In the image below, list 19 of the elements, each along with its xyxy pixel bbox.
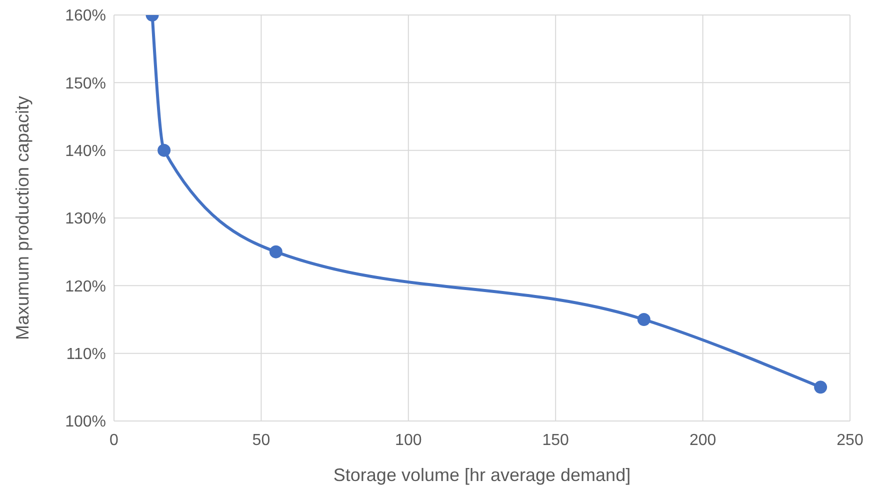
point — [158, 144, 171, 157]
y-tick-label: 150% — [65, 75, 106, 92]
x-tick-label: 100 — [395, 432, 422, 449]
y-tick-label: 120% — [65, 278, 106, 296]
y-tick-label: 110% — [66, 346, 106, 364]
point — [637, 313, 650, 326]
y-axis-title: Maxumum production capacity — [12, 96, 32, 340]
x-tick-label: 250 — [836, 432, 864, 449]
y-tick-label: 130% — [65, 210, 106, 228]
point — [814, 380, 828, 394]
y-tick-label: 100% — [65, 414, 106, 431]
y-tick-label: 140% — [65, 143, 106, 160]
x-axis-title: Storage volume [hr average demand] — [333, 465, 631, 485]
x-tick-label: 50 — [252, 432, 270, 449]
x-tick-label: 200 — [689, 432, 716, 449]
y-tick-label: 160% — [65, 8, 106, 25]
point — [269, 245, 282, 258]
x-tick-label: 150 — [542, 432, 570, 449]
x-tick-label: 0 — [110, 432, 119, 449]
